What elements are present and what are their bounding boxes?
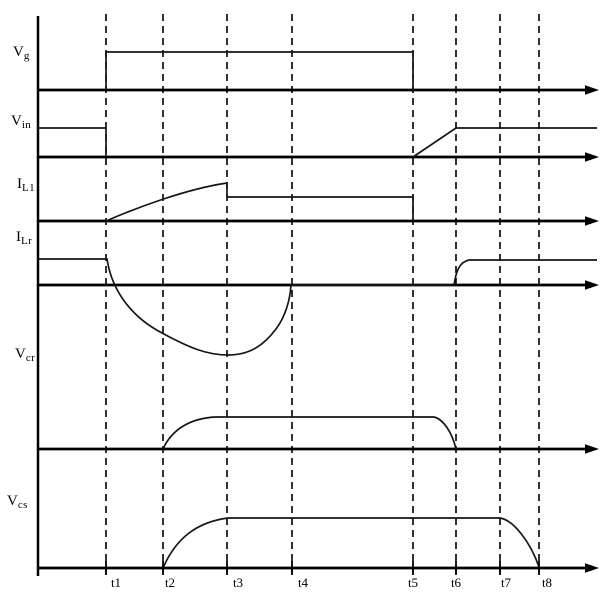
signal-label-ilr: ILr [16, 229, 33, 247]
signal-symbol: V [7, 493, 18, 509]
waveform-ilr [38, 258, 597, 356]
signal-subscript: in [21, 119, 32, 131]
time-label-t7: t7 [500, 575, 512, 590]
signal-label-vcr: Vcr [15, 346, 36, 364]
axis-arrow-vin [585, 152, 599, 162]
signal-symbol: V [15, 346, 26, 362]
time-label-t8: t8 [541, 575, 553, 590]
signal-label-vcs: Vcs [7, 493, 28, 511]
waveform-vcs [162, 517, 540, 569]
signal-subscript: cs [17, 499, 28, 511]
axis-arrow-vcr [585, 444, 599, 454]
axis-arrow-vcs [585, 563, 599, 573]
signal-subscript: Lr [21, 235, 33, 247]
time-label-t3: t3 [232, 575, 244, 590]
time-label-t4: t4 [297, 575, 309, 590]
signal-subscript: cr [25, 352, 36, 364]
waveform-il1 [105, 182, 414, 222]
waveform-vin [38, 127, 597, 158]
time-label-t2: t2 [164, 575, 176, 590]
signal-label-vg: Vg [13, 44, 30, 62]
time-label-t1: t1 [110, 575, 122, 590]
signal-symbol: I [17, 176, 22, 192]
waveform-vcr [162, 416, 457, 450]
waveform-vg [105, 51, 414, 90]
axis-arrow-il1 [585, 216, 599, 226]
signal-label-il1: IL1 [17, 176, 36, 194]
signal-subscript: g [23, 50, 30, 62]
axis-arrow-vg [585, 85, 599, 95]
signal-symbol: V [11, 113, 22, 129]
signal-symbol: V [13, 44, 24, 60]
time-label-t6: t6 [450, 575, 462, 590]
signal-subscript: L1 [22, 182, 36, 194]
signal-label-vin: Vin [11, 113, 32, 131]
signal-symbol: I [16, 229, 21, 245]
time-label-t5: t5 [407, 575, 419, 590]
axis-arrow-ilr [585, 280, 599, 290]
